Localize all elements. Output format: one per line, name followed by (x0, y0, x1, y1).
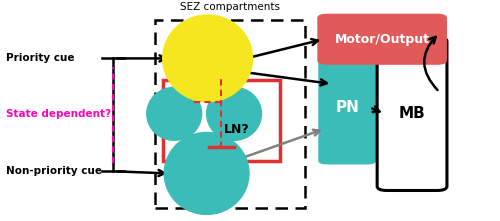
Ellipse shape (164, 132, 249, 214)
Ellipse shape (206, 87, 262, 140)
Text: SEZ compartments: SEZ compartments (180, 2, 280, 11)
Text: LN?: LN? (224, 123, 249, 136)
FancyBboxPatch shape (318, 50, 376, 164)
Text: MB: MB (398, 106, 425, 121)
FancyBboxPatch shape (318, 14, 447, 65)
Text: Motor/Output: Motor/Output (334, 33, 430, 46)
Text: PN: PN (336, 100, 359, 115)
Text: Non-priority cue: Non-priority cue (6, 166, 102, 176)
Text: State dependent?: State dependent? (6, 109, 110, 119)
Ellipse shape (147, 87, 202, 140)
FancyBboxPatch shape (162, 80, 280, 161)
Text: Priority cue: Priority cue (6, 53, 74, 63)
Ellipse shape (162, 15, 252, 102)
FancyBboxPatch shape (377, 37, 447, 191)
